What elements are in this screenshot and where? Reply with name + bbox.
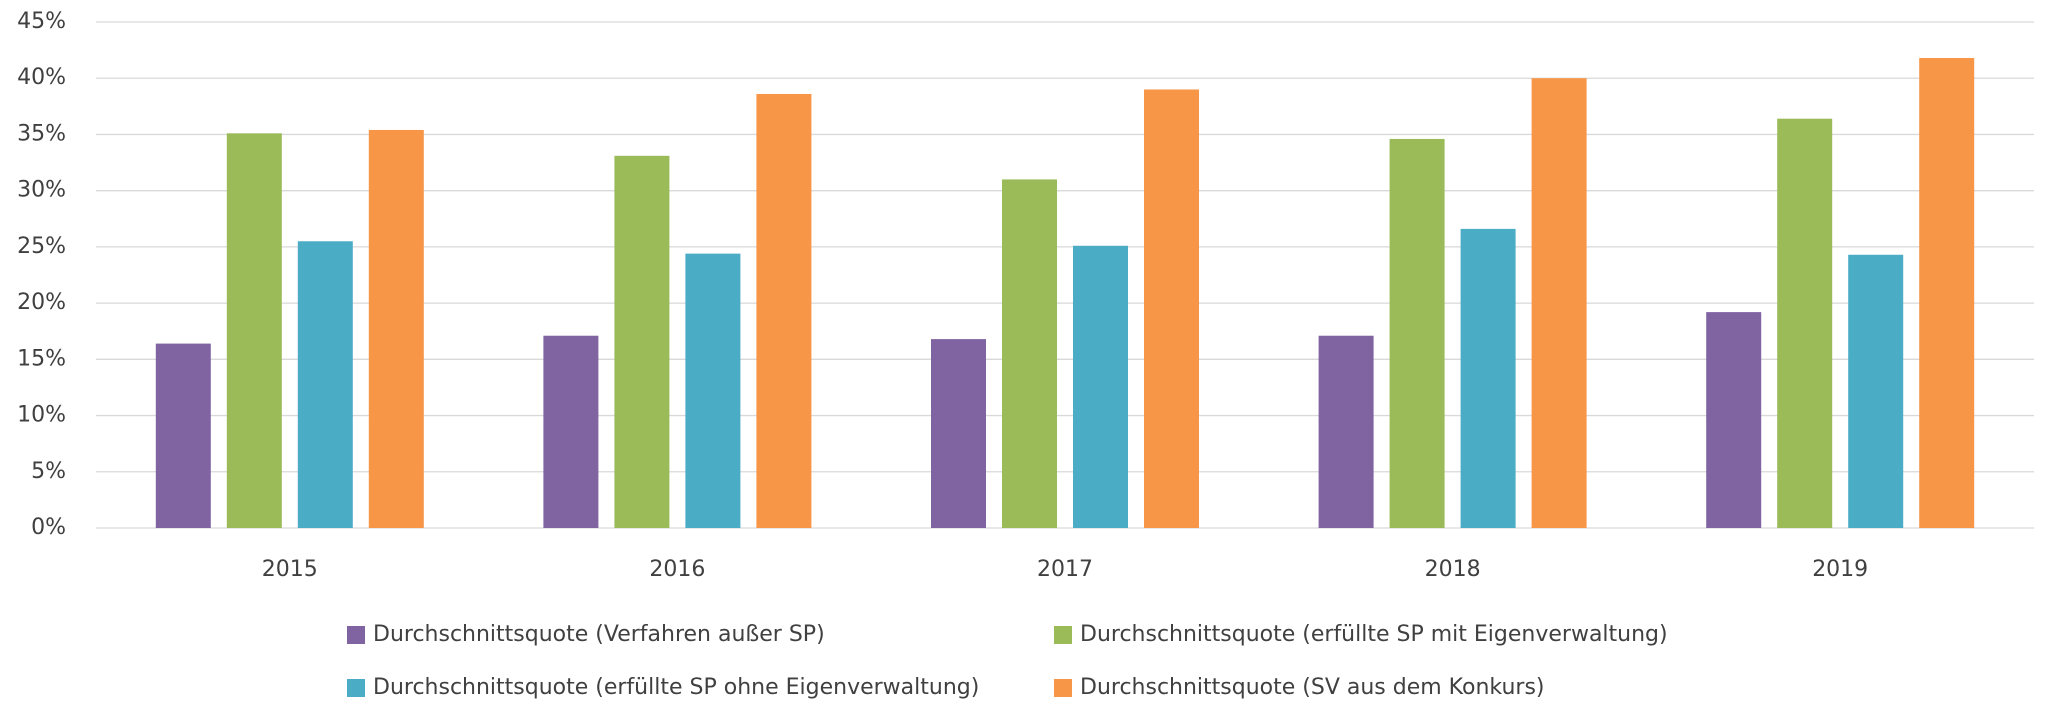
bar xyxy=(931,339,986,528)
x-tick-label: 2016 xyxy=(649,557,705,582)
x-tick-label: 2018 xyxy=(1425,557,1481,582)
y-tick-label: 5% xyxy=(31,459,66,484)
legend-label: Durchschnittsquote (Verfahren außer SP) xyxy=(373,622,825,647)
y-tick-label: 40% xyxy=(17,65,66,90)
bar xyxy=(155,343,211,528)
bar xyxy=(1073,245,1128,528)
bar xyxy=(685,253,741,528)
legend-swatch xyxy=(1054,679,1072,697)
bar xyxy=(1706,312,1762,528)
bar xyxy=(1002,179,1057,528)
y-tick-label: 35% xyxy=(17,121,66,146)
bar xyxy=(1777,118,1833,529)
bar xyxy=(1389,138,1445,529)
bar xyxy=(1919,57,1975,528)
y-tick-label: 30% xyxy=(17,178,66,203)
legend-swatch xyxy=(1054,626,1072,644)
bar xyxy=(614,155,670,528)
x-tick-label: 2019 xyxy=(1812,557,1868,582)
x-tick-label: 2015 xyxy=(262,557,318,582)
legend-label: Durchschnittsquote (erfüllte SP ohne Eig… xyxy=(373,675,979,700)
y-tick-label: 10% xyxy=(17,403,66,428)
bar xyxy=(1144,89,1199,528)
y-tick-label: 20% xyxy=(17,290,66,315)
bar xyxy=(1460,228,1516,529)
legend-label: Durchschnittsquote (SV aus dem Konkurs) xyxy=(1080,675,1545,700)
legend-label: Durchschnittsquote (erfüllte SP mit Eige… xyxy=(1080,622,1668,647)
bar xyxy=(756,93,812,528)
bar xyxy=(1848,254,1904,528)
bar xyxy=(543,335,599,528)
y-tick-label: 0% xyxy=(31,515,66,540)
y-tick-label: 25% xyxy=(17,234,66,259)
bar xyxy=(297,241,353,528)
bar xyxy=(368,129,424,529)
legend-swatch xyxy=(347,626,365,644)
bar xyxy=(1531,78,1587,528)
y-tick-label: 45% xyxy=(17,9,66,34)
x-tick-label: 2017 xyxy=(1037,557,1093,582)
legend-swatch xyxy=(347,679,365,697)
bar xyxy=(1318,335,1374,528)
bar xyxy=(226,133,282,528)
y-tick-label: 15% xyxy=(17,346,66,371)
